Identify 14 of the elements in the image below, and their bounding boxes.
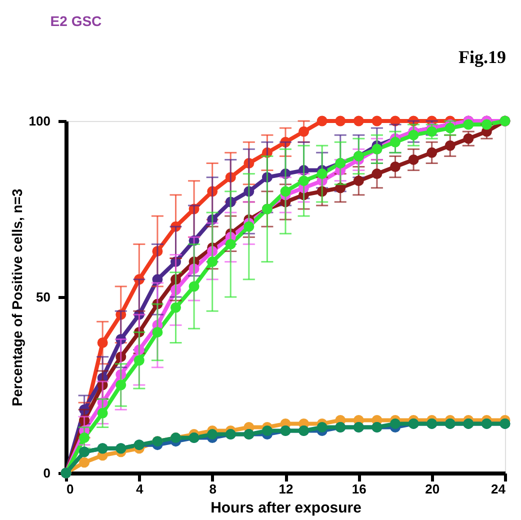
chart-title: E2 GSC — [50, 13, 102, 29]
x-tick-label: 12 — [278, 482, 294, 496]
x-tick-label: 20 — [425, 482, 440, 496]
x-tick-label: 8 — [209, 482, 216, 496]
x-tick-label: 4 — [136, 482, 144, 496]
y-tick-label: 50 — [36, 290, 50, 304]
x-tick-label: 0 — [66, 482, 74, 496]
y-tick-label: 0 — [43, 466, 50, 480]
y-axis-title: Percentage of Positive cells, n=3 — [8, 188, 25, 406]
x-tick-label: 16 — [352, 482, 366, 496]
caption: Fig.19 — [458, 47, 506, 67]
x-tick-label: 24 — [491, 482, 506, 496]
y-tick-label: 100 — [28, 114, 50, 128]
x-axis-title: Hours after exposure — [210, 500, 362, 516]
